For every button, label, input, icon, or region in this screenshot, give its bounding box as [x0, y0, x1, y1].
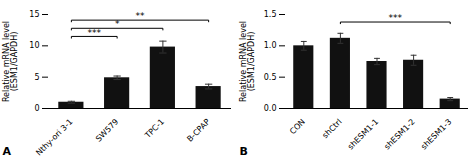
- svg-text:Relative mRNA level(ESM1/GAPDH: Relative mRNA level(ESM1/GAPDH): [239, 21, 256, 102]
- svg-text:B-CPAP: B-CPAP: [185, 117, 212, 144]
- svg-text:0.0: 0.0: [264, 104, 277, 113]
- svg-text:A: A: [3, 145, 12, 156]
- svg-text:SW579: SW579: [94, 117, 120, 143]
- svg-text:1.5: 1.5: [264, 10, 277, 19]
- svg-text:Nthy-ori 3-1: Nthy-ori 3-1: [34, 117, 74, 156]
- svg-text:5: 5: [34, 73, 39, 82]
- svg-text:15: 15: [29, 10, 39, 19]
- svg-text:1.0: 1.0: [264, 41, 277, 50]
- svg-text:Relative mRNA level(ESM1/GAPDH: Relative mRNA level(ESM1/GAPDH): [2, 21, 19, 102]
- svg-text:0: 0: [34, 104, 39, 113]
- svg-text:10: 10: [29, 41, 39, 50]
- svg-text:*: *: [115, 19, 120, 29]
- svg-text:shESM1-1: shESM1-1: [346, 117, 380, 151]
- svg-text:shESM1-3: shESM1-3: [419, 117, 453, 151]
- svg-text:***: ***: [88, 28, 102, 38]
- svg-text:***: ***: [389, 13, 403, 23]
- svg-text:shCtrl: shCtrl: [321, 117, 344, 140]
- svg-text:shESM1-2: shESM1-2: [383, 117, 417, 151]
- svg-text:0.5: 0.5: [264, 73, 277, 82]
- svg-text:B: B: [240, 145, 248, 156]
- svg-text:CON: CON: [288, 117, 307, 136]
- svg-text:TPC-1: TPC-1: [143, 117, 167, 141]
- svg-text:**: **: [136, 11, 146, 21]
